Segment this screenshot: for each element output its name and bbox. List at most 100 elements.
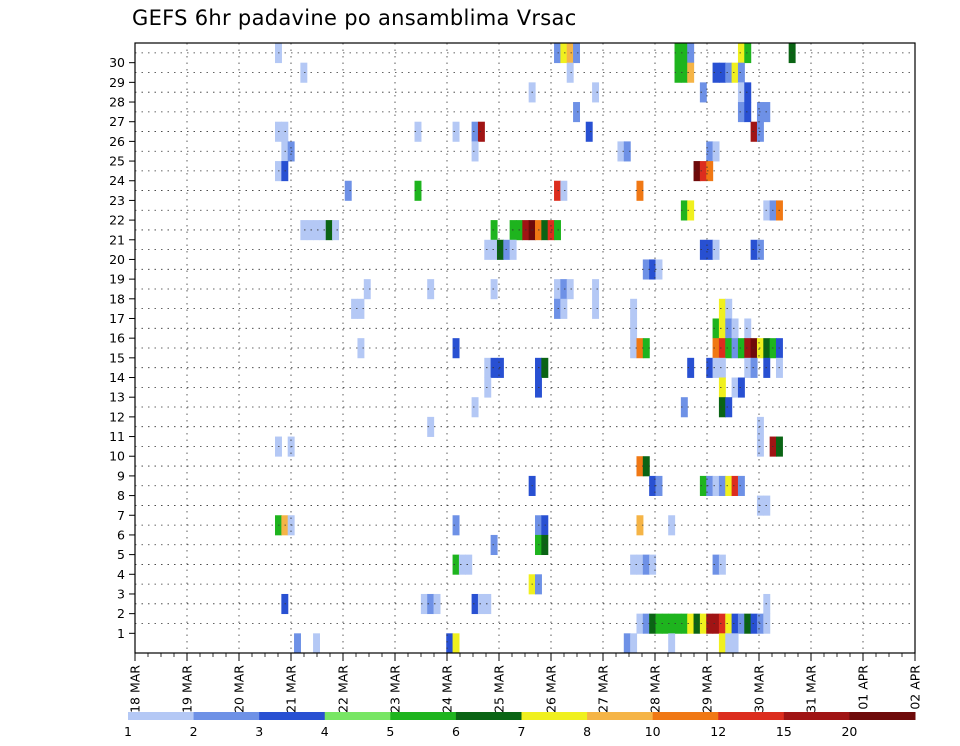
heatmap-cell (452, 633, 460, 654)
chart-title: GEFS 6hr padavine po ansamblima Vrsac (132, 6, 577, 30)
heatmap-cell (731, 633, 739, 654)
y-tick-label: 24 (109, 173, 125, 188)
y-tick-label: 28 (109, 95, 125, 110)
heatmap-cell (585, 121, 593, 142)
legend-swatch (128, 712, 195, 720)
heatmap-cell (712, 318, 720, 339)
heatmap-cell (300, 62, 308, 83)
heatmap-cell (649, 613, 657, 634)
grid-lines (135, 43, 915, 653)
heatmap-cell (699, 613, 707, 634)
legend-label: 6 (452, 724, 460, 739)
heatmap-cell (636, 456, 644, 477)
heatmap-cell (623, 633, 631, 654)
x-tick-label: 30 MAR (752, 665, 767, 713)
heatmap-cell (642, 259, 650, 280)
heatmap-cell (452, 515, 460, 536)
heatmap-cell (680, 397, 688, 418)
y-tick-label: 13 (109, 390, 125, 405)
heatmap-cell (592, 298, 600, 319)
heatmap-cell (687, 200, 695, 221)
heatmap-cell (706, 161, 714, 182)
heatmap-cell (731, 338, 739, 359)
legend-label: 10 (645, 724, 661, 739)
heatmap-cell (306, 220, 314, 241)
heatmap-cell (630, 318, 638, 339)
y-tick-label: 14 (109, 370, 125, 385)
y-tick-label: 16 (109, 331, 125, 346)
x-axis: 18 MAR 19 MAR 20 MAR 21 MAR 22 MAR 23 MAR 24 M… (128, 653, 923, 713)
heatmap-cell (687, 613, 695, 634)
legend-swatch (193, 712, 260, 720)
heatmap-cell (325, 220, 333, 241)
heatmap-cell (737, 43, 745, 64)
heatmap-cell (699, 161, 707, 182)
heatmap-cell (725, 62, 733, 83)
heatmap-cell (744, 43, 752, 64)
heatmap-cell (332, 220, 340, 241)
x-tick-label: 18 MAR (128, 665, 143, 713)
heatmap-cell (636, 613, 644, 634)
heatmap-cell (471, 397, 479, 418)
heatmap-cell (458, 554, 466, 575)
x-tick-label: 31 MAR (804, 665, 819, 713)
heatmap-cell (699, 475, 707, 496)
heatmap-cell (750, 121, 758, 142)
heatmap-cell (649, 259, 657, 280)
x-tick-label: 23 MAR (388, 665, 403, 713)
legend-label: 4 (321, 724, 329, 739)
heatmap-cell (427, 279, 435, 300)
y-tick-label: 17 (109, 311, 125, 326)
heatmap-cell (452, 554, 460, 575)
heatmap-cell (433, 593, 441, 615)
heatmap-cell (712, 62, 720, 83)
heatmap-cell (731, 475, 739, 496)
heatmap-cell (649, 475, 657, 496)
heatmap-cell (706, 357, 714, 378)
heatmap-cell (414, 121, 422, 142)
heatmap-cell (655, 613, 663, 634)
heatmap-cell (750, 613, 758, 634)
heatmap-cell (744, 318, 752, 339)
legend-swatch (587, 712, 654, 720)
heatmap-cell (484, 239, 492, 260)
heatmap-cell (725, 633, 733, 654)
heatmap-cell (357, 338, 365, 359)
y-tick-label: 7 (117, 508, 125, 523)
heatmap-cell (668, 515, 676, 536)
heatmap-cell (737, 377, 745, 398)
heatmap-cell (693, 613, 701, 634)
x-tick-label: 27 MAR (596, 665, 611, 713)
heatmap-cell (427, 416, 435, 437)
heatmap-cell (718, 613, 726, 634)
heatmap-cell (623, 141, 631, 162)
heatmap-cell (699, 239, 707, 260)
heatmap-cell (566, 43, 574, 64)
heatmap-cell (490, 239, 498, 260)
heatmap-cell (573, 102, 581, 123)
heatmap-cells (275, 43, 796, 654)
legend-swatch (849, 712, 916, 720)
heatmap-cell (725, 397, 733, 418)
heatmap-cell (706, 613, 714, 634)
legend-label: 2 (190, 724, 198, 739)
heatmap-cell (744, 102, 752, 123)
heatmap-cell (718, 554, 726, 575)
heatmap-cell (693, 161, 701, 182)
heatmap-cell (712, 554, 720, 575)
heatmap-cell (649, 554, 657, 575)
heatmap-cell (592, 279, 600, 300)
heatmap-cell (477, 121, 485, 142)
heatmap-cell (680, 43, 688, 64)
heatmap-cell (363, 279, 371, 300)
heatmap-cell (566, 279, 574, 300)
x-tick-label: 21 MAR (284, 665, 299, 713)
heatmap-cell (484, 377, 492, 398)
heatmap-cell (712, 475, 720, 496)
heatmap-cell (725, 298, 733, 319)
heatmap-cell (712, 357, 720, 378)
heatmap-cell (718, 318, 726, 339)
heatmap-cell (642, 613, 650, 634)
